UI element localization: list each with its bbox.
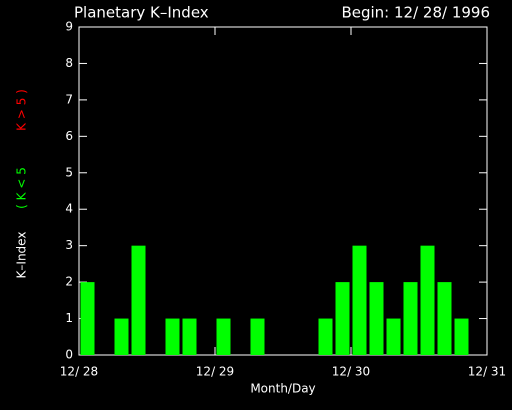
y-tick-label: 7 xyxy=(65,92,73,106)
bar xyxy=(182,318,197,355)
bar xyxy=(318,318,333,355)
y-tick-label: 0 xyxy=(65,348,73,362)
bar xyxy=(352,245,367,355)
y-tick-label: 2 xyxy=(65,275,73,289)
y-tick-label: 1 xyxy=(65,311,73,325)
x-axis-label: Month/Day xyxy=(250,382,315,396)
y-tick-label: 6 xyxy=(65,129,73,143)
bar xyxy=(335,282,350,355)
bar xyxy=(165,318,180,355)
chart-subtitle: Begin: 12/ 28/ 1996 xyxy=(341,4,490,22)
bar xyxy=(114,318,129,355)
plot-frame xyxy=(78,26,488,356)
bar xyxy=(250,318,265,355)
bar xyxy=(216,318,231,355)
bar xyxy=(403,282,418,355)
x-tick-label: 12/ 29 xyxy=(196,365,234,379)
legend-entry: ( K < 5 xyxy=(15,167,29,209)
bar xyxy=(386,318,401,355)
legend-entry: K > 5 ) xyxy=(15,89,29,131)
x-tick-label: 12/ 28 xyxy=(60,365,98,379)
y-tick-label: 4 xyxy=(65,202,73,216)
bar xyxy=(437,282,452,355)
bar xyxy=(131,245,146,355)
bar xyxy=(369,282,384,355)
bar xyxy=(80,282,95,355)
y-axis-label: K–Index xyxy=(15,232,29,279)
y-tick-label: 9 xyxy=(65,20,73,34)
y-tick-label: 3 xyxy=(65,238,73,252)
x-tick-label: 12/ 31 xyxy=(468,365,506,379)
y-tick-label: 5 xyxy=(65,165,73,179)
chart-title: Planetary K–Index xyxy=(74,4,209,22)
bar xyxy=(454,318,469,355)
legend: ( K < 5 K > 5 ) xyxy=(15,89,29,209)
y-axis-label-group: K–Index xyxy=(15,232,29,279)
y-tick-label: 8 xyxy=(65,56,73,70)
bar xyxy=(420,245,435,355)
x-tick-label: 12/ 30 xyxy=(332,365,370,379)
